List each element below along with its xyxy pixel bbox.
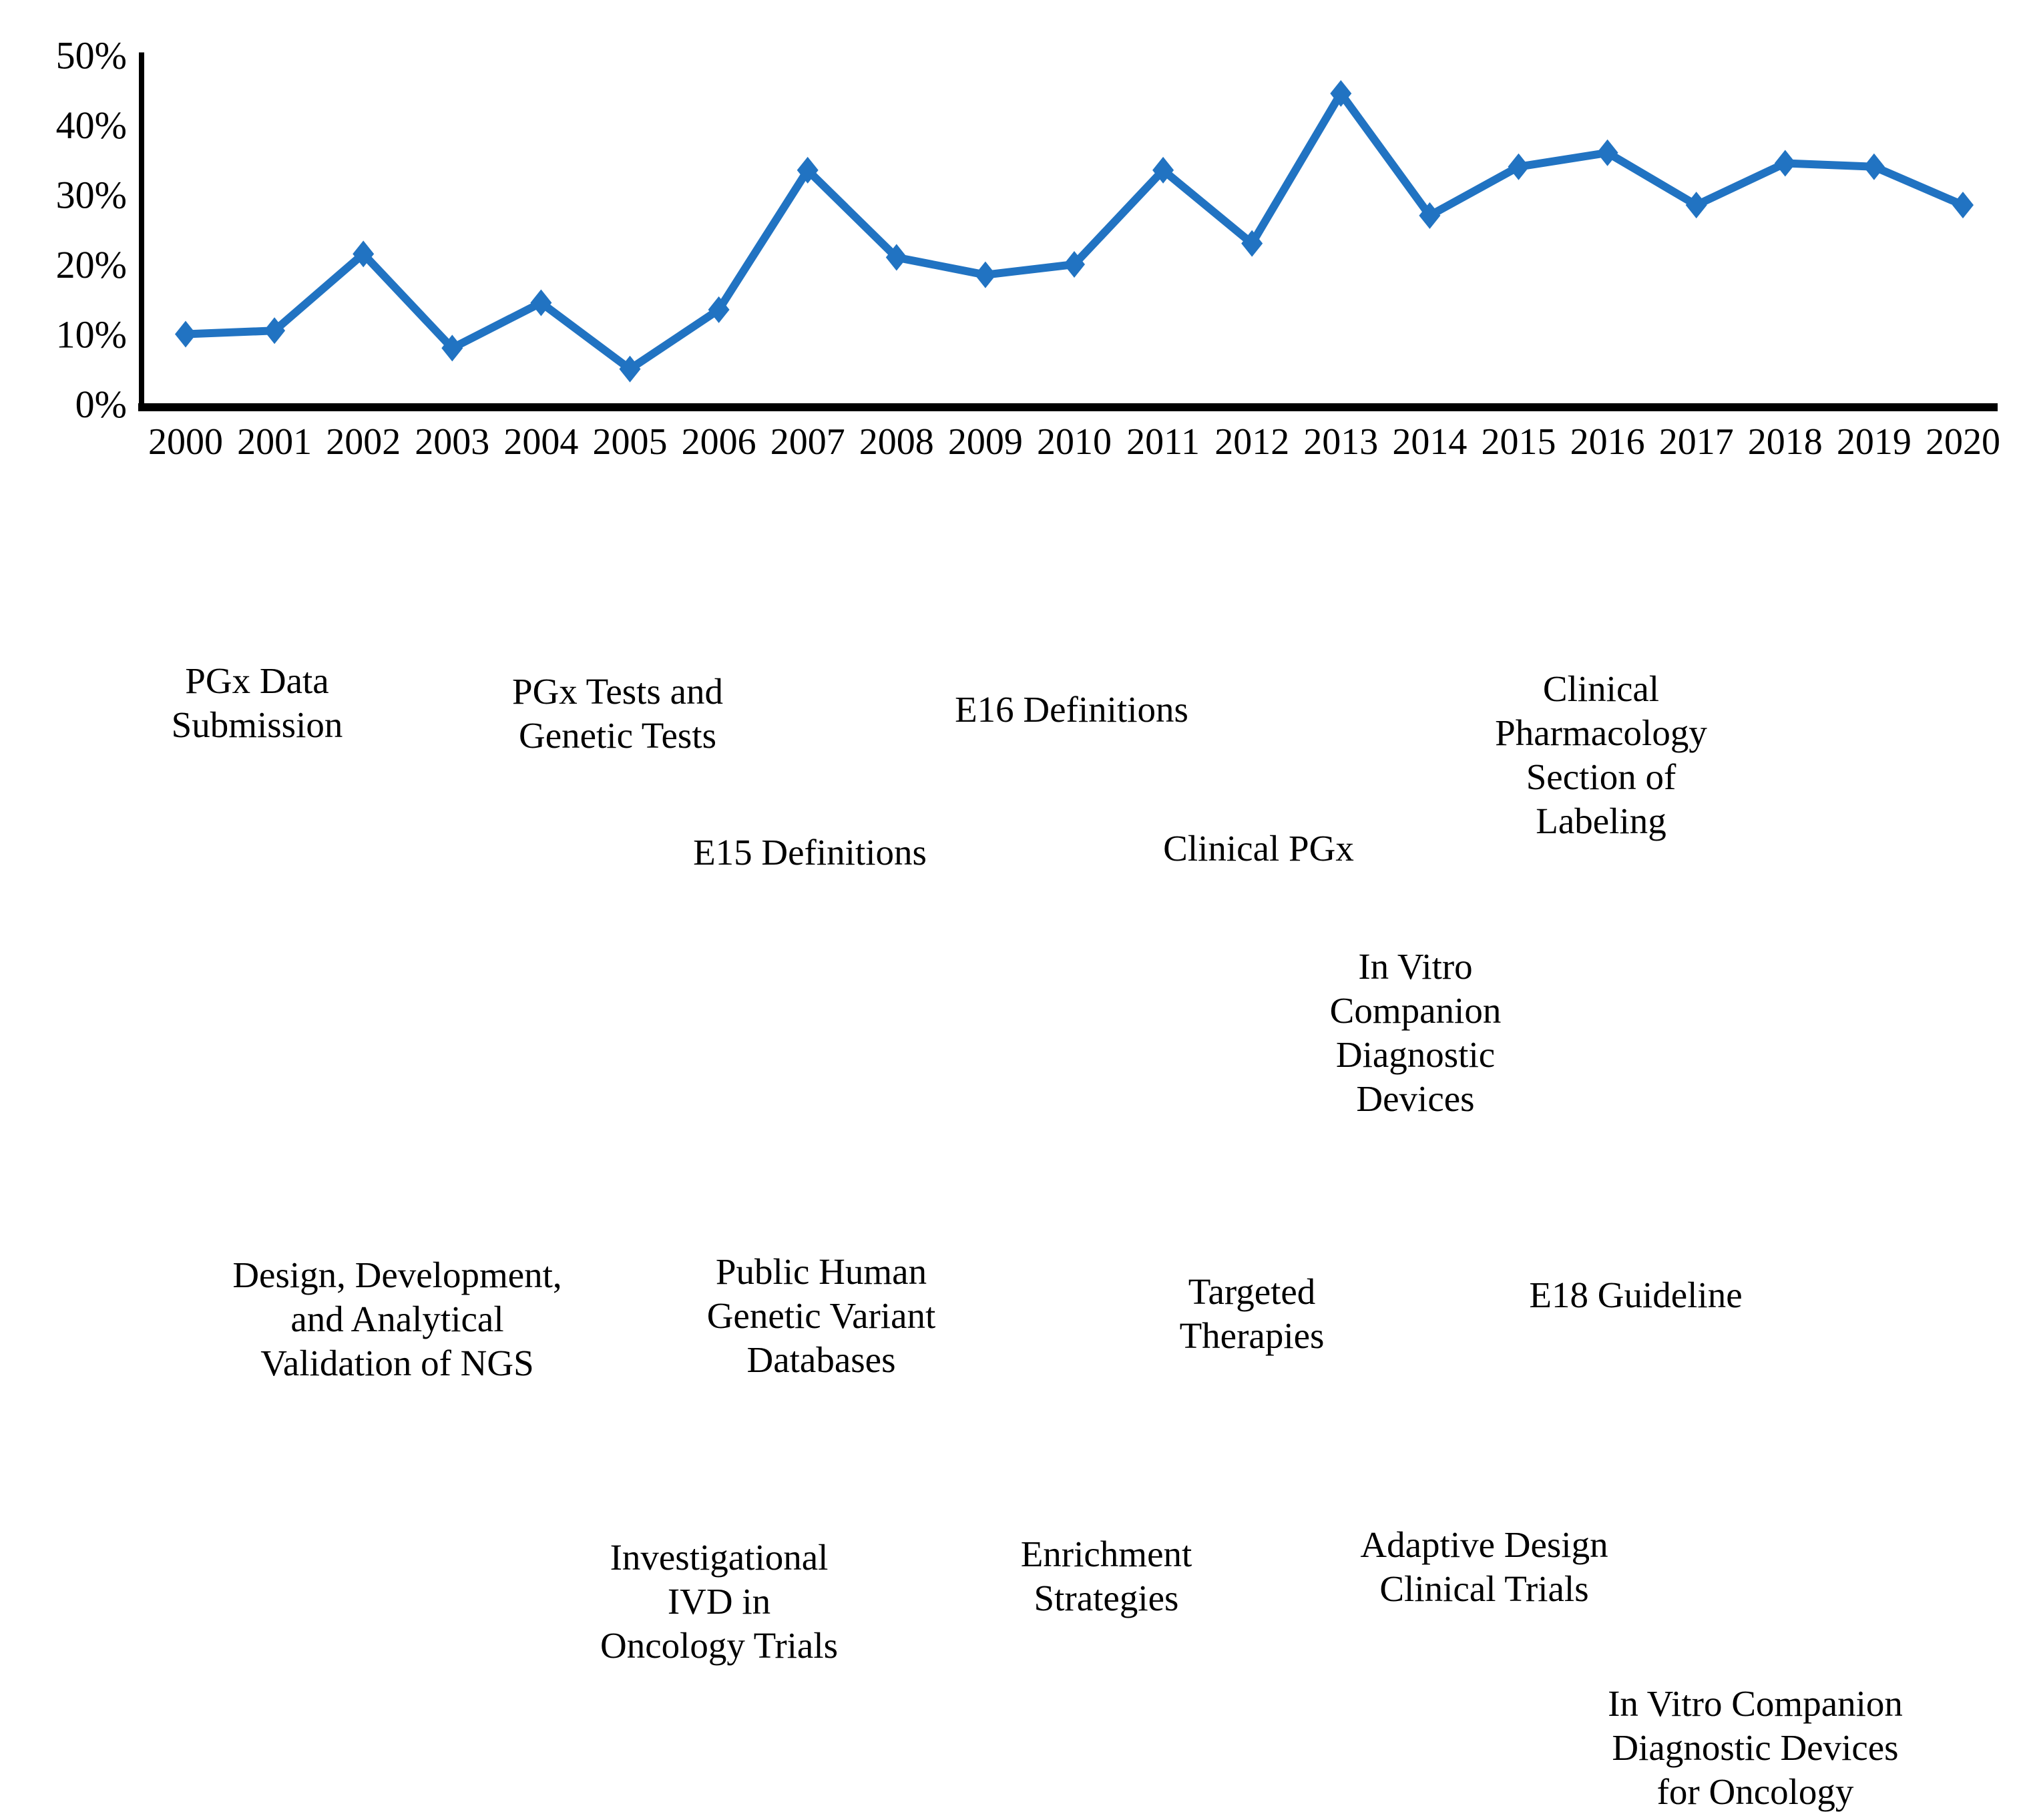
diamond-marker — [1952, 192, 1974, 219]
axes — [138, 52, 1998, 411]
x-tick-label: 2011 — [1126, 421, 1200, 463]
x-tick-label: 2018 — [1748, 421, 1823, 463]
diamond-marker — [708, 296, 730, 323]
x-tick-label: 2005 — [593, 421, 668, 463]
diamond-marker — [1596, 139, 1618, 166]
annotation-pgx-data-submission: PGx Data Submission — [171, 660, 343, 745]
diamond-marker — [1419, 202, 1441, 229]
x-tick-label: 2007 — [770, 421, 845, 463]
diamond-marker — [264, 317, 286, 345]
diamond-marker — [1152, 156, 1174, 184]
diamond-marker — [1774, 150, 1796, 177]
y-tick-labels: 0% 10% 20% 30% 40% 50% — [56, 34, 127, 427]
diamond-marker — [530, 289, 552, 316]
y-tick-label: 0% — [75, 383, 127, 426]
y-tick-label: 40% — [56, 103, 127, 147]
series-line — [182, 89, 1967, 373]
annotation-clinical-pharmacology-section-of-labeling: Clinical Pharmacology Section of Labelin… — [1495, 668, 1707, 841]
diamond-marker — [1685, 192, 1707, 219]
x-tick-label: 2000 — [148, 421, 223, 463]
x-tick-label: 2006 — [682, 421, 756, 463]
annotation-investigational-ivd-in-oncology-trials: Investigational IVD in Oncology Trials — [600, 1537, 839, 1666]
annotation-public-human-genetic-variant-databases: Public Human Genetic Variant Databases — [706, 1251, 936, 1380]
x-tick-label: 2014 — [1392, 421, 1467, 463]
annotation-in-vitro-companion-diagnostic-devices-for-oncology: In Vitro Companion Diagnostic Devices fo… — [1608, 1683, 1903, 1812]
x-tick-label: 2015 — [1482, 421, 1556, 463]
diamond-marker — [974, 261, 996, 288]
y-tick-label: 50% — [56, 34, 127, 77]
y-tick-label: 10% — [56, 313, 127, 357]
annotation-design-development-analytical-validation-ngs: Design, Development, and Analytical Vali… — [232, 1255, 562, 1383]
diamond-marker — [885, 244, 907, 271]
diamond-marker — [797, 156, 819, 184]
x-tick-label: 2019 — [1837, 421, 1912, 463]
x-tick-label: 2016 — [1570, 421, 1645, 463]
diamond-marker — [353, 240, 375, 268]
diamond-marker — [1064, 251, 1085, 278]
x-tick-label: 2002 — [326, 421, 401, 463]
annotation-targeted-therapies: Targeted Therapies — [1179, 1271, 1325, 1356]
x-tick-label: 2008 — [859, 421, 934, 463]
x-tick-label: 2017 — [1659, 421, 1734, 463]
y-tick-label: 30% — [56, 174, 127, 217]
x-tick-label: 2001 — [237, 421, 312, 463]
x-tick-label: 2010 — [1037, 421, 1112, 463]
diamond-marker — [1330, 79, 1352, 107]
diamond-marker — [1241, 230, 1263, 257]
annotation-in-vitro-companion-diagnostic-devices: In Vitro Companion Diagnostic Devices — [1329, 946, 1502, 1119]
annotation-e15-definitions: E15 Definitions — [693, 832, 927, 873]
diamond-marker — [1508, 153, 1530, 180]
x-tick-label: 2012 — [1214, 421, 1289, 463]
diamond-marker — [1863, 153, 1885, 180]
x-tick-label: 2009 — [948, 421, 1023, 463]
diamond-marker — [441, 334, 463, 362]
line-chart: 0%10%20%30%40%50%2000 2001 2002 2003 2004 200… — [56, 34, 2000, 463]
annotation-enrichment-strategies: Enrichment Strategies — [1020, 1534, 1192, 1618]
diamond-marker — [619, 355, 641, 383]
x-tick-label: 2020 — [1926, 421, 2000, 463]
annotation-e16-definitions: E16 Definitions — [955, 689, 1188, 730]
y-tick-label: 20% — [56, 243, 127, 286]
x-tick-labels: 2000 2001 2002 2003 2004 2005 2006 2007 2008 2009… — [148, 421, 2000, 463]
x-tick-label: 2004 — [503, 421, 578, 463]
annotation-clinical-pgx: Clinical PGx — [1163, 828, 1354, 869]
x-tick-label: 2003 — [415, 421, 489, 463]
annotation-adaptive-design-clinical-trials: Adaptive Design Clinical Trials — [1360, 1524, 1608, 1609]
annotation-e18-guideline: E18 Guideline — [1529, 1275, 1743, 1315]
data-series — [175, 79, 1974, 383]
x-tick-label: 2013 — [1303, 421, 1378, 463]
diamond-marker — [175, 320, 196, 348]
annotation-pgx-tests-and-genetic-tests: PGx Tests and Genetic Tests — [512, 671, 723, 756]
